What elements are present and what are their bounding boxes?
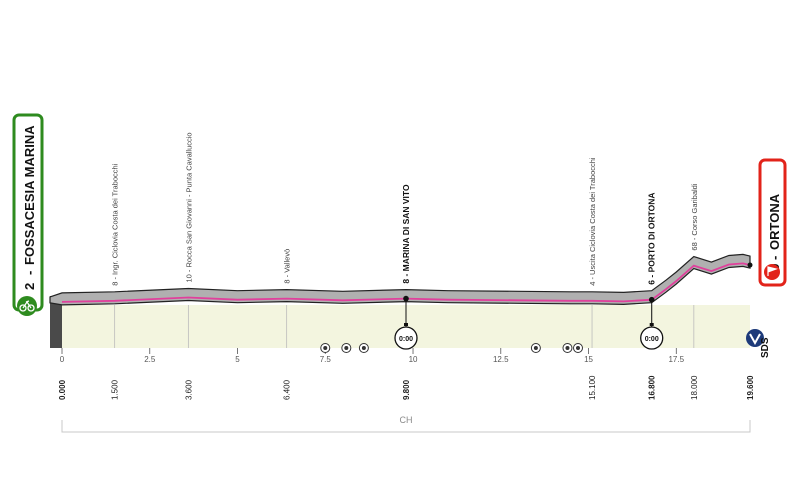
axis-tick-label: 15	[584, 355, 593, 364]
waypoint-label: 8 - Vallevò	[283, 249, 292, 284]
waypoint-km: 6.400	[283, 379, 292, 400]
region-bracket: CH	[61, 415, 751, 433]
finish-dot	[747, 262, 753, 268]
waypoint-km: 15.100	[588, 375, 597, 400]
road-marker-icon	[358, 343, 369, 353]
axis-tick-label: 2.5	[144, 355, 156, 364]
profile-road	[49, 253, 751, 306]
start-number: 2	[22, 283, 37, 290]
finish-name: ORTONA	[767, 193, 782, 250]
region-label: CH	[400, 415, 413, 425]
finish-badge: 69 - ORTONA	[758, 158, 787, 287]
profile-line	[61, 262, 751, 303]
waypoint-km: 1.500	[111, 379, 120, 400]
waypoint-km: 18.000	[690, 375, 699, 400]
finish-separator: -	[767, 256, 782, 260]
sds-logo-icon: SDS	[746, 329, 771, 358]
road-marker-icon	[573, 343, 583, 353]
waypoint-km: 9.800	[402, 379, 411, 400]
waypoint-label: 6 - PORTO DI ORTONA	[647, 192, 657, 284]
checkpoint-dot	[648, 296, 655, 303]
finish-flag-icon	[764, 264, 780, 280]
waypoint-km: 3.600	[184, 379, 193, 400]
start-badge: 2 - FOSSACESIA MARINA	[12, 113, 44, 316]
axis-tick-label: 10	[409, 355, 418, 364]
sds-label: SDS	[760, 337, 771, 358]
profile-side-wall	[50, 296, 62, 348]
stopwatch-icon: 0:00	[394, 323, 418, 350]
waypoint-km: 0.000	[58, 379, 67, 400]
waypoint-km: 16.800	[648, 375, 657, 400]
waypoint-label: 4 - Uscita Ciclovia Costa dei Trabocchi	[588, 157, 597, 286]
road-marker-icon	[562, 343, 573, 353]
start-separator: -	[22, 271, 37, 275]
axis-tick-label: 5	[235, 355, 240, 364]
waypoint-km: 19.600	[746, 375, 755, 400]
waypoint-label: 10 - Rocca San Giovanni - Punta Cavalluc…	[184, 132, 193, 282]
cyclist-icon	[17, 296, 37, 316]
road-marker-icon	[320, 343, 331, 353]
checkpoint-time: 0:00	[645, 336, 659, 343]
waypoint-label: 8 - MARINA DI SAN VITO	[401, 184, 411, 284]
checkpoint-dot	[403, 295, 409, 302]
waypoint-label: 8 - Ingr. Ciclovia Costa dei Trabocchi	[111, 163, 120, 285]
start-name: FOSSACESIA MARINA	[22, 125, 37, 265]
axis-tick-label: 0	[60, 355, 65, 364]
road-marker-icon	[530, 343, 541, 353]
checkpoint-time: 0:00	[399, 336, 413, 343]
axis-tick-label: 17.5	[668, 355, 684, 364]
axis-tick-label: 7.5	[320, 355, 332, 364]
axis-tick-label: 12.5	[493, 355, 509, 364]
road-marker-icon	[341, 343, 352, 353]
waypoint-label: 68 - Corso Garibaldi	[690, 183, 699, 250]
stopwatch-icon: 0:00	[640, 323, 664, 350]
